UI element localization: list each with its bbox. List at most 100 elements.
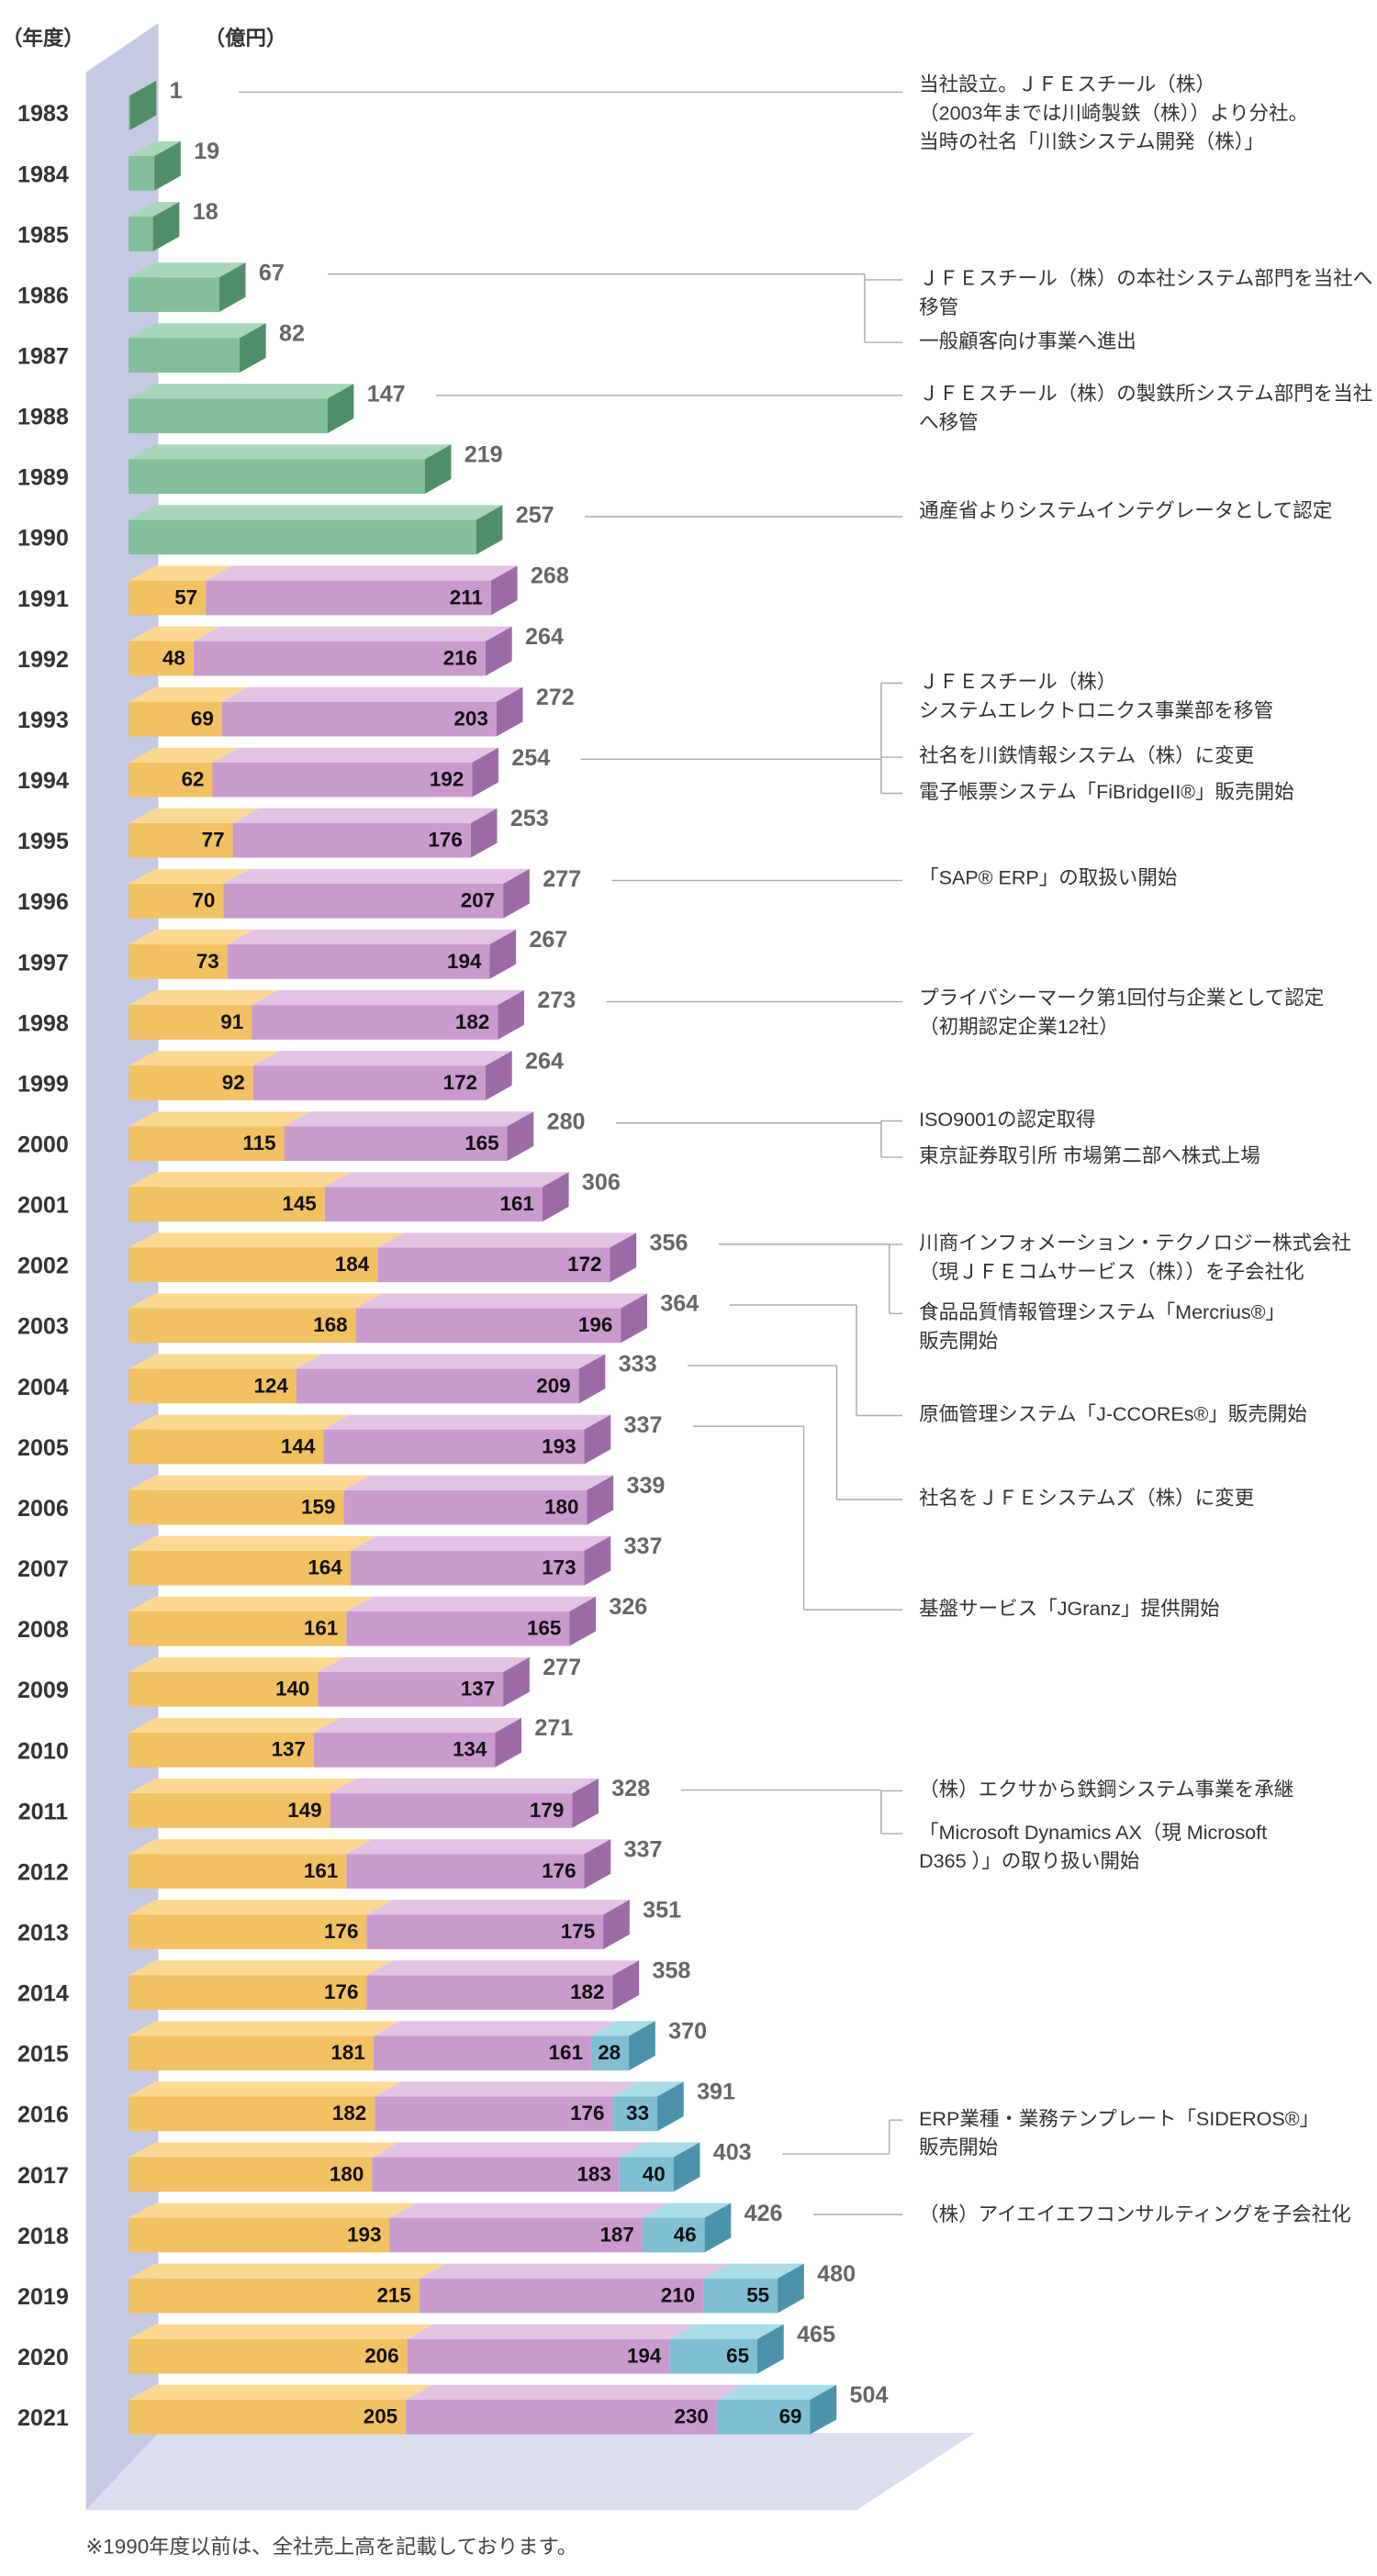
note-text: ＪＦＥスチール（株） bbox=[919, 671, 1116, 693]
bar-top bbox=[407, 2324, 697, 2339]
segment-label: 69 bbox=[779, 2405, 802, 2428]
bar-segment bbox=[346, 1611, 570, 1646]
bar-top bbox=[129, 565, 232, 581]
segment-label: 210 bbox=[661, 2283, 695, 2306]
year-label: 1987 bbox=[17, 343, 69, 369]
segment-label: 196 bbox=[578, 1313, 612, 1336]
floor bbox=[85, 2432, 976, 2511]
note-text: 当時の社名「川鉄システム開発（株）」 bbox=[919, 131, 1264, 153]
total-label: 337 bbox=[624, 1412, 663, 1438]
bar-top bbox=[129, 626, 220, 641]
segment-label: 65 bbox=[726, 2345, 749, 2368]
total-label: 264 bbox=[525, 1048, 564, 1074]
bar-segment bbox=[223, 884, 504, 919]
segment-label: 187 bbox=[599, 2223, 633, 2246]
bar-top bbox=[129, 1960, 394, 1976]
note-text: ＪＦＥスチール（株）の製鉄所システム部門を当社 bbox=[919, 383, 1372, 405]
total-label: 364 bbox=[660, 1291, 699, 1317]
bar-top bbox=[129, 808, 260, 823]
segment-label: 230 bbox=[674, 2405, 708, 2428]
bar-top bbox=[223, 868, 530, 885]
segment-label: 168 bbox=[313, 1313, 347, 1336]
total-label: 351 bbox=[643, 1897, 681, 1923]
bar-segment bbox=[129, 701, 222, 737]
segment-label: 55 bbox=[746, 2283, 769, 2306]
bar-segment bbox=[323, 1429, 585, 1465]
total-label: 426 bbox=[744, 2201, 783, 2226]
bar-segment bbox=[221, 701, 497, 737]
bar-top bbox=[346, 1839, 611, 1855]
bar-segment bbox=[129, 1975, 367, 2011]
bar-side bbox=[495, 1717, 522, 1768]
bar-segment bbox=[129, 519, 476, 555]
year-label: 2014 bbox=[17, 1981, 69, 2007]
year-label: 2004 bbox=[17, 1375, 69, 1400]
total-label: 264 bbox=[525, 624, 564, 650]
bar-side bbox=[584, 1535, 611, 1586]
note-text: ERP業種・業務テンプレート「SIDEROS®」 bbox=[919, 2108, 1319, 2130]
bar-segment bbox=[346, 1854, 585, 1889]
bar-top bbox=[669, 2324, 784, 2339]
bar-top bbox=[377, 1232, 637, 1248]
bar-top bbox=[252, 990, 524, 1006]
bar-top bbox=[252, 1051, 512, 1066]
bar-segment bbox=[129, 1065, 253, 1100]
bar-side bbox=[154, 140, 181, 191]
bar-side bbox=[657, 2081, 684, 2132]
bar-top bbox=[330, 1779, 599, 1794]
year-label: 2021 bbox=[17, 2405, 69, 2431]
total-label: 333 bbox=[619, 1352, 657, 1377]
bar-segment bbox=[227, 944, 490, 979]
bar-segment bbox=[129, 580, 207, 616]
bar-top bbox=[206, 565, 518, 581]
bar-top bbox=[129, 202, 180, 217]
bar-side bbox=[485, 1051, 512, 1100]
bar-side bbox=[485, 626, 512, 676]
note-text: （株）アイエイエフコンサルティングを子会社化 bbox=[919, 2203, 1351, 2225]
year-label: 2017 bbox=[17, 2163, 69, 2189]
bar-side bbox=[603, 1900, 630, 1949]
bar-segment bbox=[129, 1368, 297, 1404]
bar-side bbox=[578, 1354, 606, 1404]
bar-side bbox=[129, 80, 157, 130]
bar-top bbox=[323, 1414, 611, 1430]
bar-side bbox=[218, 262, 246, 312]
note-text: プライバシーマーク第1回付与企業として認定 bbox=[919, 987, 1324, 1009]
bar-segment bbox=[252, 1065, 486, 1100]
total-label: 280 bbox=[547, 1109, 586, 1134]
year-label: 2012 bbox=[17, 1859, 69, 1885]
bar-side bbox=[629, 2021, 655, 2071]
note-text: 川商インフォメーション・テクノロジー株式会社 bbox=[919, 1232, 1351, 1255]
bar-segment bbox=[313, 1733, 496, 1768]
bar-top bbox=[642, 2202, 732, 2218]
bar-segment bbox=[669, 2338, 758, 2374]
bar-top bbox=[129, 929, 254, 945]
note-text: （初期認定企業12社） bbox=[919, 1016, 1119, 1038]
bar-top bbox=[129, 262, 246, 278]
bar-segment bbox=[206, 580, 491, 616]
total-label: 339 bbox=[627, 1473, 666, 1499]
total-label: 337 bbox=[624, 1533, 663, 1559]
year-label: 2008 bbox=[17, 1617, 69, 1643]
segment-label: 179 bbox=[530, 1799, 564, 1822]
year-label: 1993 bbox=[17, 708, 69, 733]
bar-segment bbox=[366, 1914, 604, 1949]
bar-top bbox=[716, 2384, 837, 2400]
bar-segment bbox=[129, 398, 328, 434]
segment-label: 91 bbox=[220, 1010, 243, 1033]
note-text: 電子帳票システム「FiBridgeII®」販売開始 bbox=[919, 781, 1294, 803]
segment-label: 205 bbox=[364, 2405, 397, 2428]
bar-side bbox=[569, 1596, 597, 1646]
bar-segment bbox=[129, 1733, 314, 1768]
bar-top bbox=[296, 1354, 606, 1369]
bar-top bbox=[129, 868, 250, 885]
year-label: 1999 bbox=[17, 1071, 69, 1097]
total-label: 465 bbox=[797, 2322, 835, 2347]
bar-segment bbox=[129, 1489, 344, 1525]
note-text: 「Microsoft Dynamics AX（現 Microsoft bbox=[919, 1822, 1267, 1844]
bar-segment bbox=[372, 2157, 620, 2192]
segment-label: 193 bbox=[347, 2223, 381, 2246]
bar-top bbox=[346, 1596, 597, 1611]
total-label: 328 bbox=[611, 1776, 650, 1801]
bar-segment bbox=[129, 1854, 347, 1889]
